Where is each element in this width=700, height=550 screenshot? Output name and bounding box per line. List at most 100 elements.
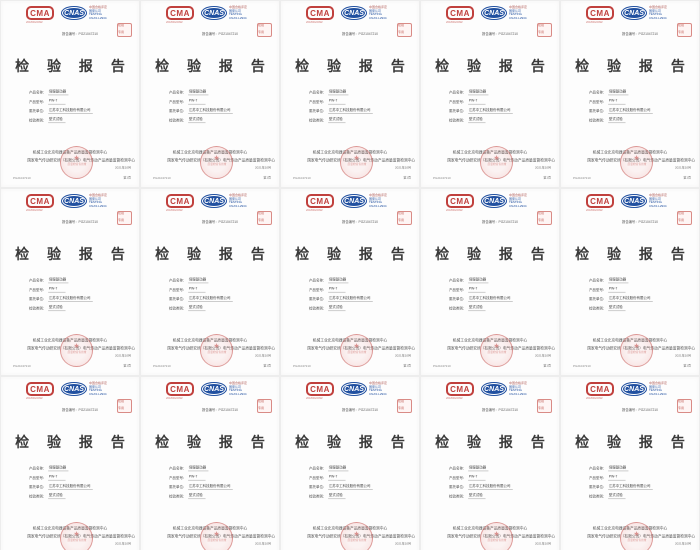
seal-text: 质量检验专用章 [627,538,646,542]
report-page[interactable]: CMA 2018002209Z CNAS 中国合格评定 国家认可 TESTING… [0,376,140,550]
cnas-logo: CNAS 中国合格评定 国家认可 TESTING CNAS L2934 [341,382,419,396]
field-row: 检验类别： 型式试验 [589,306,699,311]
report-page[interactable]: CMA 2018002209Z CNAS 中国合格评定 国家认可 TESTING… [420,188,560,376]
field-value: 伺服驱动器 [608,278,629,284]
report-page[interactable]: CMA 2018002209Z CNAS 中国合格评定 国家认可 TESTING… [140,376,280,550]
footer-date: 2021年10月 [254,166,271,170]
cnas-logo: CNAS 中国合格评定 国家认可 TESTING CNAS L2934 [621,194,699,208]
report-page[interactable]: CMA 2018002209Z CNAS 中国合格评定 国家认可 TESTING… [560,376,700,550]
cnas-text-line: CNAS L2934 [369,204,387,208]
field-value: 型式试验 [328,118,346,123]
field-value: 伺服驱动器 [608,466,629,472]
field-value: 伺服驱动器 [328,278,349,284]
report-page[interactable]: CMA 2018002209Z CNAS 中国合格评定 国家认可 TESTING… [140,188,280,376]
serial-stamp-line: 检验 [678,24,685,27]
cnas-logo: CNAS 中国合格评定 国家认可 TESTING CNAS L2934 [201,194,279,208]
official-seal-icon: ★ 质量检验专用章 [620,522,653,550]
report-title: 检 验 报 告 [435,434,552,450]
cnas-text-line: 中国合格评定 [229,6,248,9]
report-page[interactable]: CMA 2018002209Z CNAS 中国合格评定 国家认可 TESTING… [420,0,560,188]
footer-meta: 2021年10月 第1页 [659,354,691,373]
report-page[interactable]: CMA 2018002209Z CNAS 中国合格评定 国家认可 TESTING… [560,188,700,376]
serial-stamp-line: 专用 [258,218,265,222]
footer-meta: 2021年10月 第1页 [379,542,411,550]
field-value: 型式试验 [328,306,346,311]
official-seal-icon: ★ 质量检验专用章 [620,146,653,179]
field-value: PW-7 [48,475,66,481]
report-title: 检 验 报 告 [295,58,412,74]
cnas-text-line: 中国合格评定 [369,6,388,9]
product-fields: 产品名称： 伺服驱动器 产品型号： PW-7 委托单位： 江苏中工科技股份有限公… [309,466,419,503]
cma-mark-icon: CMA [26,382,54,396]
report-number: 报告编号：PG21047210 [62,220,98,224]
serial-stamp-line: 专用 [678,218,685,222]
field-label: 产品名称： [309,279,327,283]
field-label: 委托单位： [169,297,187,302]
star-icon: ★ [633,154,640,162]
cnas-logo: CNAS 中国合格评定 国家认可 TESTING CNAS L2934 [481,6,559,20]
report-page[interactable]: CMA 2018002209Z CNAS 中国合格评定 国家认可 TESTING… [280,188,420,376]
report-page[interactable]: CMA 2018002209Z CNAS 中国合格评定 国家认可 TESTING… [0,188,140,376]
serial-stamp-icon: 检验 专用 [397,211,412,225]
report-page[interactable]: CMA 2018002209Z CNAS 中国合格评定 国家认可 TESTING… [0,0,140,188]
cnas-text-line: 中国合格评定 [89,382,108,385]
field-row: 产品名称： 伺服驱动器 [449,466,559,472]
field-value: 江苏中工科技股份有限公司 [328,484,373,490]
cnas-mark-icon: CNAS [341,6,367,20]
star-icon: ★ [213,530,220,538]
field-value: PW-7 [608,475,626,481]
field-row: 产品名称： 伺服驱动器 [169,278,279,284]
cnas-text-line: 中国合格评定 [509,382,528,385]
cnas-text-block: 中国合格评定 国家认可 TESTING CNAS L2934 [509,194,559,208]
field-label: 产品型号： [449,288,467,292]
cma-sub-text: 2018002209Z [586,209,603,212]
cma-logo: CMA 2018002209Z [26,194,58,215]
report-page[interactable]: CMA 2018002209Z CNAS 中国合格评定 国家认可 TESTING… [280,0,420,188]
seal-text: 质量检验专用章 [207,162,226,166]
star-icon: ★ [633,530,640,538]
field-row: 委托单位： 江苏中工科技股份有限公司 [449,296,559,302]
field-row: 委托单位： 江苏中工科技股份有限公司 [169,108,279,114]
report-title: 检 验 报 告 [575,434,692,450]
serial-stamp-line: 专用 [538,30,545,34]
report-page[interactable]: CMA 2018002209Z CNAS 中国合格评定 国家认可 TESTING… [560,0,700,188]
field-row: 产品名称： 伺服驱动器 [309,466,419,472]
field-value: PW-7 [328,287,346,293]
field-label: 产品名称： [589,467,607,471]
cnas-text-block: 中国合格评定 国家认可 TESTING CNAS L2934 [369,382,419,396]
field-value: PW-7 [608,287,626,293]
cnas-text-line: CNAS L2934 [89,204,107,208]
field-row: 委托单位： 江苏中工科技股份有限公司 [589,108,699,114]
cnas-text-line: 国家认可 [649,9,662,13]
cnas-text-line: 国家认可 [509,9,522,13]
footer-date: 2021年10月 [394,166,411,170]
cma-sub-text: 2018002209Z [306,209,323,212]
footer-date: 2021年10月 [114,354,131,358]
report-page[interactable]: CMA 2018002209Z CNAS 中国合格评定 国家认可 TESTING… [420,376,560,550]
cma-sub-text: 2018002209Z [586,397,603,400]
footer-date: 2021年10月 [114,542,131,546]
cnas-text-line: 国家认可 [649,197,662,201]
serial-stamp-line: 检验 [678,400,685,403]
cnas-text-line: 国家认可 [89,9,102,13]
cma-mark-icon: CMA [586,194,614,208]
footer-date: 2021年10月 [534,166,551,170]
field-row: 检验类别： 型式试验 [169,306,279,311]
star-icon: ★ [73,530,80,538]
field-row: 产品名称： 伺服驱动器 [449,278,559,284]
report-page[interactable]: CMA 2018002209Z CNAS 中国合格评定 国家认可 TESTING… [140,0,280,188]
cma-logo: CMA 2018002209Z [586,6,618,27]
report-page[interactable]: CMA 2018002209Z CNAS 中国合格评定 国家认可 TESTING… [280,376,420,550]
cnas-text-line: 中国合格评定 [509,194,528,197]
field-value: 型式试验 [188,306,206,311]
cnas-text-line: 中国合格评定 [369,382,388,385]
field-label: 产品型号： [29,100,47,104]
field-label: 委托单位： [309,297,327,302]
field-label: 检验类别： [169,118,187,123]
field-row: 产品名称： 伺服驱动器 [589,466,699,472]
field-row: 产品型号： PW-7 [309,475,419,481]
star-icon: ★ [353,154,360,162]
field-value: 型式试验 [328,494,346,499]
cnas-text-line: TESTING [369,201,383,205]
